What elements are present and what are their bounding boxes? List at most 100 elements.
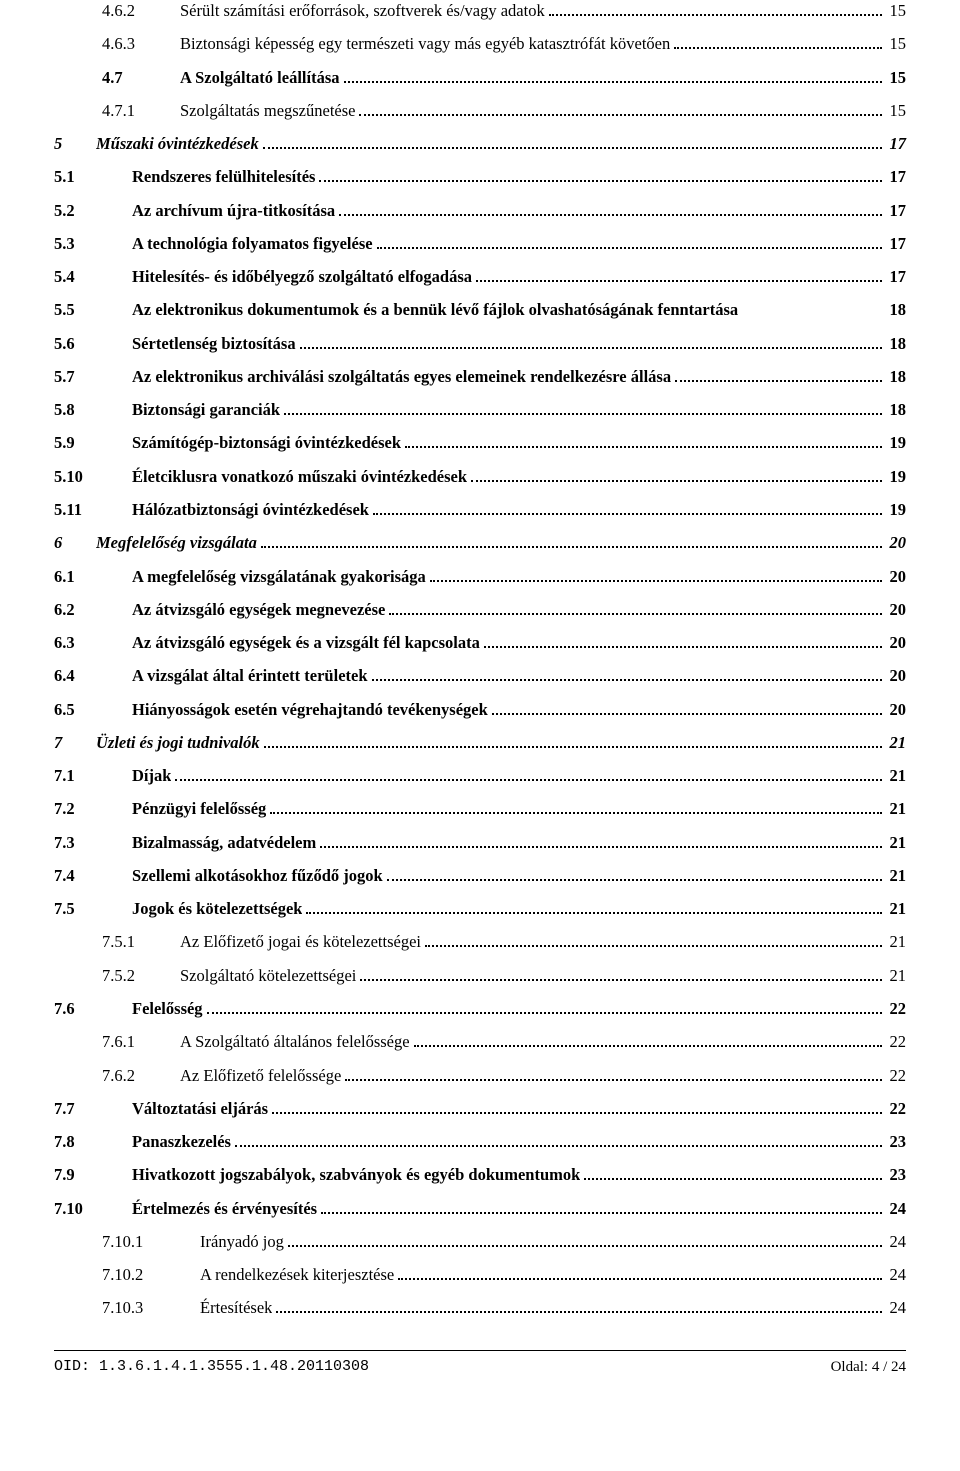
toc-entry-title: Jogok és kötelezettségek	[132, 898, 302, 920]
toc-entry-page: 18	[886, 333, 907, 355]
toc-leader-dots	[492, 703, 882, 715]
toc-entry-title: Értesítések	[200, 1297, 272, 1319]
toc-leader-dots	[377, 237, 882, 249]
toc-entry: 7.5.2Szolgáltató kötelezettségei21	[54, 965, 906, 987]
toc-entry-number: 5.2	[54, 200, 132, 222]
toc-leader-dots	[372, 670, 882, 682]
toc-entry-title: Biztonsági képesség egy természeti vagy …	[180, 33, 670, 55]
toc-entry-title: Az átvizsgáló egységek és a vizsgált fél…	[132, 632, 480, 654]
toc-leader-dots	[398, 1269, 881, 1281]
toc-entry-title: Megfelelőség vizsgálata	[96, 532, 257, 554]
toc-entry-title: Sérült számítási erőforrások, szoftverek…	[180, 0, 545, 22]
toc-entry-page: 21	[886, 931, 907, 953]
toc-leader-dots	[484, 637, 882, 649]
toc-leader-dots	[549, 4, 882, 16]
toc-entry-page: 18	[886, 366, 907, 388]
toc-entry-number: 6.2	[54, 599, 132, 621]
toc-entry: 7.2Pénzügyi felelősség21	[54, 798, 906, 820]
footer-page-number: Oldal: 4 / 24	[831, 1357, 906, 1377]
footer-oid: OID: 1.3.6.1.4.1.3555.1.48.20110308	[54, 1357, 369, 1377]
toc-entry: 6.1A megfelelőség vizsgálatának gyakoris…	[54, 566, 906, 588]
toc-entry-title: Sértetlenség biztosítása	[132, 333, 296, 355]
toc-leader-dots	[320, 836, 881, 848]
toc-entry-title: A vizsgálat által érintett területek	[132, 665, 368, 687]
toc-leader-dots	[387, 869, 882, 881]
toc-leader-dots	[360, 969, 881, 981]
toc-entry-page: 24	[886, 1198, 907, 1220]
toc-entry-number: 7.5.1	[54, 931, 180, 953]
toc-entry-page: 21	[886, 865, 907, 887]
toc-entry: 7.1Díjak21	[54, 765, 906, 787]
toc-entry-page: 18	[886, 399, 907, 421]
toc-leader-dots	[389, 603, 881, 615]
toc-entry: 7.5Jogok és kötelezettségek21	[54, 898, 906, 920]
toc-leader-dots	[344, 71, 882, 83]
toc-entry: 7.9Hivatkozott jogszabályok, szabványok …	[54, 1164, 906, 1186]
toc-entry: 7.5.1Az Előfizető jogai és kötelezettség…	[54, 931, 906, 953]
toc-entry-title: Szolgáltató kötelezettségei	[180, 965, 356, 987]
toc-entry: 5.4Hitelesítés- és időbélyegző szolgálta…	[54, 266, 906, 288]
toc-entry-page: 21	[886, 798, 907, 820]
toc-entry-number: 7.10.2	[54, 1264, 200, 1286]
toc-entry-number: 5.11	[54, 499, 132, 521]
toc-entry-title: Hitelesítés- és időbélyegző szolgáltató …	[132, 266, 472, 288]
toc-entry-page: 23	[886, 1164, 907, 1186]
toc-entry-number: 5.8	[54, 399, 132, 421]
toc-leader-dots	[674, 38, 881, 50]
toc-entry-title: Hálózatbiztonsági óvintézkedések	[132, 499, 369, 521]
toc-leader-dots	[414, 1036, 882, 1048]
toc-entry: 5Műszaki óvintézkedések17	[54, 133, 906, 155]
toc-entry: 7.3Bizalmasság, adatvédelem21	[54, 832, 906, 854]
toc-entry-page: 17	[886, 266, 907, 288]
toc-leader-dots	[276, 1302, 881, 1314]
toc-entry: 7.10.3Értesítések24	[54, 1297, 906, 1319]
toc-entry: 7.4Szellemi alkotásokhoz fűződő jogok21	[54, 865, 906, 887]
toc-entry-title: Rendszeres felülhitelesítés	[132, 166, 315, 188]
toc-entry-number: 5.9	[54, 432, 132, 454]
toc-entry-title: A technológia folyamatos figyelése	[132, 233, 373, 255]
toc-entry-number: 5.6	[54, 333, 132, 355]
toc-entry: 5.7Az elektronikus archiválási szolgálta…	[54, 366, 906, 388]
toc-leader-dots	[675, 370, 881, 382]
toc-entry-page: 24	[886, 1264, 907, 1286]
toc-entry-number: 7.3	[54, 832, 132, 854]
toc-leader-dots	[263, 138, 882, 150]
toc-entry-title: Az átvizsgáló egységek megnevezése	[132, 599, 385, 621]
toc-leader-dots	[300, 337, 882, 349]
toc-leader-dots	[471, 470, 881, 482]
toc-entry-page: 15	[886, 33, 907, 55]
toc-entry-number: 7.5.2	[54, 965, 180, 987]
toc-entry: 7.6Felelősség22	[54, 998, 906, 1020]
toc-entry-page: 21	[886, 765, 907, 787]
toc-leader-dots	[584, 1169, 881, 1181]
toc-entry-title: Pénzügyi felelősség	[132, 798, 266, 820]
toc-entry-title: Az archívum újra-titkosítása	[132, 200, 335, 222]
toc-entry-page: 15	[886, 0, 907, 22]
toc-entry-title: Számítógép-biztonsági óvintézkedések	[132, 432, 401, 454]
toc-entry-page: 18	[886, 299, 907, 321]
toc-leader-dots	[270, 803, 881, 815]
toc-entry-title: Az Előfizető jogai és kötelezettségei	[180, 931, 421, 953]
toc-entry-number: 7.8	[54, 1131, 132, 1153]
toc-entry-page: 20	[886, 632, 907, 654]
toc-leader-dots	[175, 770, 881, 782]
toc-entry: 6.5Hiányosságok esetén végrehajtandó tev…	[54, 699, 906, 721]
toc-entry-page: 17	[886, 133, 907, 155]
toc-entry: 7Üzleti és jogi tudnivalók21	[54, 732, 906, 754]
toc-entry-page: 22	[886, 1031, 907, 1053]
toc-entry: 6Megfelelőség vizsgálata20	[54, 532, 906, 554]
toc-leader-dots	[272, 1102, 881, 1114]
toc-entry-number: 5.3	[54, 233, 132, 255]
toc-entry-page: 19	[886, 466, 907, 488]
toc-entry-number: 5	[54, 133, 96, 155]
toc-entry-number: 5.5	[54, 299, 132, 321]
toc-entry-title: Irányadó jog	[200, 1231, 284, 1253]
toc-leader-dots	[207, 1002, 882, 1014]
toc-leader-dots	[359, 104, 881, 116]
toc-entry-page: 22	[886, 1098, 907, 1120]
toc-entry-page: 19	[886, 499, 907, 521]
toc-entry-number: 4.6.3	[54, 33, 180, 55]
toc-entry-title: Hiányosságok esetén végrehajtandó tevéke…	[132, 699, 488, 721]
toc-entry-number: 7.5	[54, 898, 132, 920]
toc-entry-number: 5.1	[54, 166, 132, 188]
